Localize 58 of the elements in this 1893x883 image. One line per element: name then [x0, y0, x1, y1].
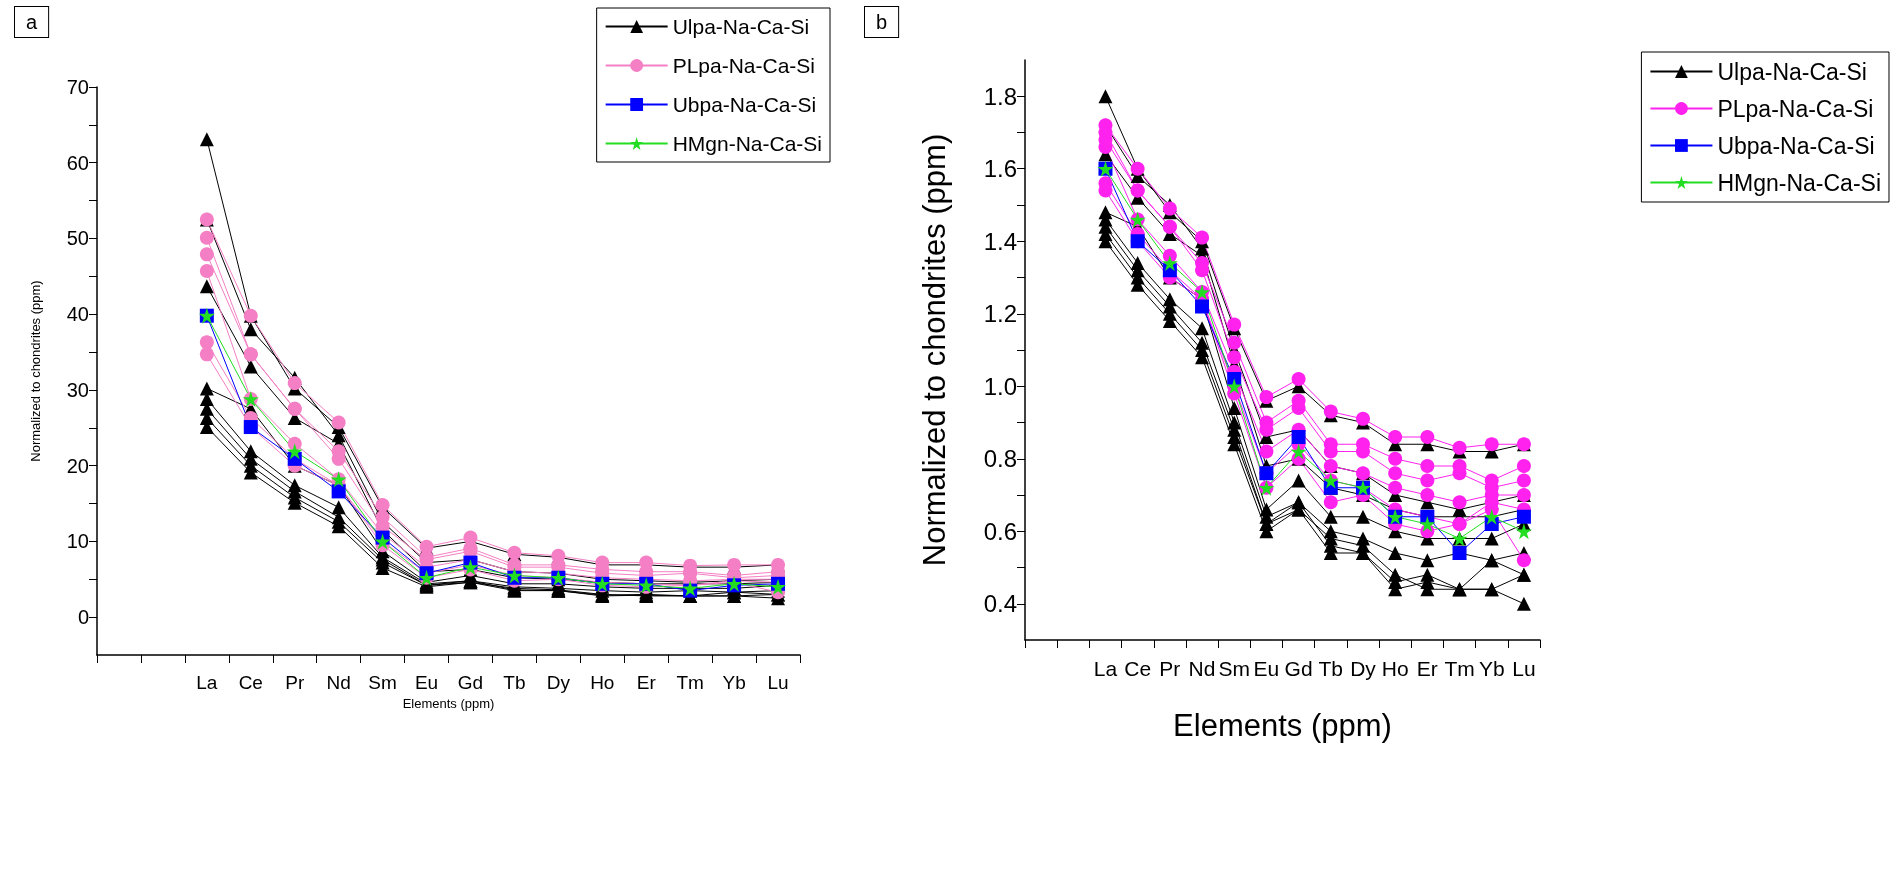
text: b — [876, 11, 888, 33]
x-tick-label: La — [196, 672, 218, 693]
x-axis-title: Elements (ppm) — [1173, 708, 1392, 743]
x-tick-label: Lu — [1512, 657, 1536, 680]
x-tick-label: Ce — [238, 672, 263, 693]
y-tick-label: 1.4 — [983, 227, 1017, 255]
y-axis-title: Normalized to chondrites (ppm) — [917, 133, 952, 567]
y-tick-label: 0.6 — [983, 517, 1017, 545]
y-tick-label: 1.2 — [983, 300, 1017, 328]
x-tick-label: Eu — [1253, 657, 1280, 680]
text: a — [26, 11, 38, 33]
y-tick-label: 1.0 — [983, 372, 1017, 400]
x-tick-label: Ho — [590, 672, 615, 693]
x-tick-label: Pr — [285, 672, 305, 693]
y-tick-label: 0.4 — [983, 590, 1017, 618]
y-tick-label: 50 — [66, 227, 89, 250]
legend-label: Ubpa-Na-Ca-Si — [672, 93, 817, 116]
legend-label: PLpa-Na-Ca-Si — [1717, 95, 1874, 122]
x-tick-label: Er — [636, 672, 657, 693]
x-tick-label: Ho — [1381, 657, 1409, 680]
x-tick-label: Ce — [1124, 657, 1152, 680]
y-tick-label: 1.6 — [983, 155, 1017, 183]
legend-label: HMgn-Na-Ca-Si — [1717, 169, 1882, 196]
legend-label: HMgn-Na-Ca-Si — [672, 132, 822, 155]
x-tick-label: Tb — [503, 672, 526, 693]
y-tick-label: 1.8 — [983, 82, 1017, 110]
x-tick-label: Pr — [1159, 657, 1181, 680]
x-tick-label: Nd — [326, 672, 351, 693]
x-tick-label: Gd — [457, 672, 484, 693]
x-tick-label: Nd — [1188, 657, 1216, 680]
x-tick-label: Yb — [722, 672, 746, 693]
x-axis-title: Elements (ppm) — [402, 695, 495, 711]
x-tick-label: Er — [1416, 657, 1438, 680]
x-tick-label: Lu — [767, 672, 789, 693]
y-axis-title: Normalized to chondrites (ppm) — [28, 280, 43, 462]
x-tick-label: Sm — [368, 672, 397, 693]
x-tick-label: Sm — [1218, 657, 1250, 680]
x-tick-label: Tm — [1444, 657, 1475, 680]
x-tick-label: Yb — [1478, 657, 1505, 680]
x-tick-label: Dy — [546, 672, 571, 693]
y-tick-label: 70 — [66, 76, 89, 98]
x-tick-label: Tb — [1318, 657, 1344, 680]
y-tick-label: 0 — [77, 606, 89, 629]
legend-label: PLpa-Na-Ca-Si — [672, 54, 816, 77]
x-tick-label: Dy — [1350, 657, 1377, 680]
y-tick-label: 20 — [66, 454, 89, 477]
y-tick-label: 30 — [66, 378, 89, 401]
y-tick-label: 0.8 — [983, 445, 1017, 473]
x-tick-label: Gd — [1284, 657, 1313, 680]
x-tick-label: La — [1093, 657, 1118, 680]
legend-label: Ubpa-Na-Ca-Si — [1717, 132, 1875, 159]
y-tick-label: 60 — [66, 151, 89, 174]
y-tick-label: 40 — [66, 303, 89, 326]
legend-label: Ulpa-Na-Ca-Si — [1717, 58, 1867, 85]
y-tick-label: 10 — [66, 530, 89, 553]
x-tick-label: Eu — [414, 672, 439, 693]
legend-label: Ulpa-Na-Ca-Si — [672, 15, 810, 38]
x-tick-label: Tm — [676, 672, 704, 693]
